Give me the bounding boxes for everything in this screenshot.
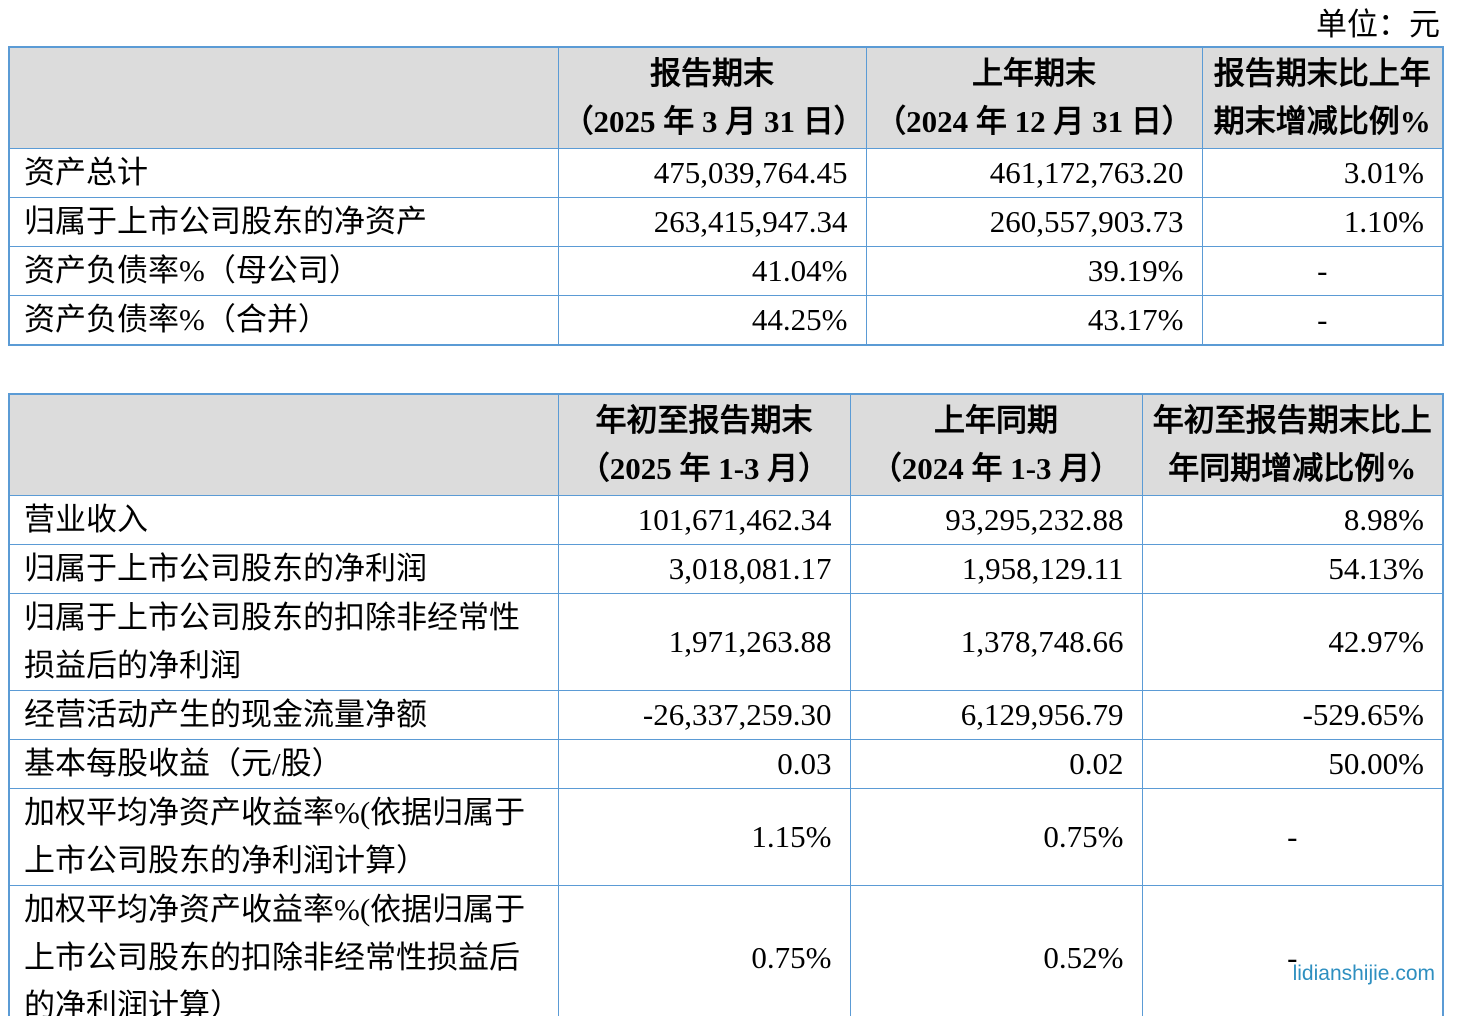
column-header-change-ratio: 报告期末比上年 期末增减比例% xyxy=(1201,46,1444,149)
cell-prior-value: 1,958,129.11 xyxy=(849,544,1143,594)
cell-prior-value: 461,172,763.20 xyxy=(865,148,1203,198)
header-line: 上年同期 xyxy=(934,403,1058,438)
column-header-prior-period: 上年期末 （2024 年 12 月 31 日） xyxy=(865,46,1203,149)
cell-current-value: 1.15% xyxy=(557,788,851,886)
table-row: 资产总计 475,039,764.45 461,172,763.20 3.01% xyxy=(8,148,1444,198)
cell-prior-value: 1,378,748.66 xyxy=(849,593,1143,691)
cell-current-value: 0.03 xyxy=(557,739,851,789)
header-line: 报告期末比上年 xyxy=(1213,56,1431,91)
cell-current-value: 1,971,263.88 xyxy=(557,593,851,691)
row-label: 经营活动产生的现金流量净额 xyxy=(8,690,559,740)
table-header-row: 报告期末 （2025 年 3 月 31 日） 上年期末 （2024 年 12 月… xyxy=(8,46,1444,149)
row-label: 归属于上市公司股东的净资产 xyxy=(8,197,559,247)
table-row: 营业收入 101,671,462.34 93,295,232.88 8.98% xyxy=(8,495,1444,545)
column-header-prior-ytd: 上年同期 （2024 年 1-3 月） xyxy=(849,393,1143,496)
header-line: 年同期增减比例% xyxy=(1168,451,1417,486)
cell-change-value: 42.97% xyxy=(1141,593,1444,691)
cell-change-value: 3.01% xyxy=(1201,148,1444,198)
cell-prior-value: 0.75% xyxy=(849,788,1143,886)
header-line: 上年期末 xyxy=(972,56,1096,91)
unit-label: 单位：元 xyxy=(1316,7,1440,42)
table-row: 加权平均净资产收益率%(依据归属于上市公司股东的净利润计算） 1.15% 0.7… xyxy=(8,788,1444,886)
table-row: 资产负债率%（母公司） 41.04% 39.19% - xyxy=(8,246,1444,296)
cell-prior-value: 6,129,956.79 xyxy=(849,690,1143,740)
cell-change-value: 50.00% xyxy=(1141,739,1444,789)
row-label: 加权平均净资产收益率%(依据归属于上市公司股东的扣除非经常性损益后的净利润计算） xyxy=(8,885,559,1016)
cell-prior-value: 260,557,903.73 xyxy=(865,197,1203,247)
cell-current-value: 44.25% xyxy=(557,295,867,346)
header-line: 期末增减比例% xyxy=(1213,104,1431,139)
header-line: （2024 年 12 月 31 日） xyxy=(875,104,1193,139)
header-line: 报告期末 xyxy=(650,56,774,91)
empty-header-cell xyxy=(8,46,559,149)
table-row: 经营活动产生的现金流量净额 -26,337,259.30 6,129,956.7… xyxy=(8,690,1444,740)
cell-change-value: 54.13% xyxy=(1141,544,1444,594)
table-row: 资产负债率%（合并） 44.25% 43.17% - xyxy=(8,295,1444,346)
column-header-current-ytd: 年初至报告期末 （2025 年 1-3 月） xyxy=(557,393,851,496)
row-label: 基本每股收益（元/股） xyxy=(8,739,559,789)
empty-header-cell xyxy=(8,393,559,496)
cell-prior-value: 0.02 xyxy=(849,739,1143,789)
cell-current-value: 0.75% xyxy=(557,885,851,1016)
cell-change-value: - xyxy=(1201,295,1444,346)
column-header-current-period: 报告期末 （2025 年 3 月 31 日） xyxy=(557,46,867,149)
column-header-change-ratio: 年初至报告期末比上 年同期增减比例% xyxy=(1141,393,1444,496)
cell-current-value: 41.04% xyxy=(557,246,867,296)
cell-prior-value: 93,295,232.88 xyxy=(849,495,1143,545)
cell-current-value: 3,018,081.17 xyxy=(557,544,851,594)
cell-change-value: - xyxy=(1201,246,1444,296)
site-watermark: lidianshijie.com xyxy=(1292,962,1435,985)
period-end-summary-table: 报告期末 （2025 年 3 月 31 日） 上年期末 （2024 年 12 月… xyxy=(8,46,1444,346)
table-row: 归属于上市公司股东的净利润 3,018,081.17 1,958,129.11 … xyxy=(8,544,1444,594)
row-label: 资产负债率%（母公司） xyxy=(8,246,559,296)
table-row: 归属于上市公司股东的扣除非经常性损益后的净利润 1,971,263.88 1,3… xyxy=(8,593,1444,691)
cell-current-value: 263,415,947.34 xyxy=(557,197,867,247)
table-row: 加权平均净资产收益率%(依据归属于上市公司股东的扣除非经常性损益后的净利润计算）… xyxy=(8,885,1444,1016)
table-row: 归属于上市公司股东的净资产 263,415,947.34 260,557,903… xyxy=(8,197,1444,247)
cell-change-value: -529.65% xyxy=(1141,690,1444,740)
cell-change-value: 8.98% xyxy=(1141,495,1444,545)
cell-change-value: - xyxy=(1141,788,1444,886)
cell-current-value: 475,039,764.45 xyxy=(557,148,867,198)
row-label: 资产负债率%（合并） xyxy=(8,295,559,346)
cell-prior-value: 39.19% xyxy=(865,246,1203,296)
table-header-row: 年初至报告期末 （2025 年 1-3 月） 上年同期 （2024 年 1-3 … xyxy=(8,393,1444,496)
row-label: 加权平均净资产收益率%(依据归属于上市公司股东的净利润计算） xyxy=(8,788,559,886)
header-line: （2025 年 3 月 31 日） xyxy=(562,104,865,139)
row-label: 营业收入 xyxy=(8,495,559,545)
header-line: （2024 年 1-3 月） xyxy=(870,451,1122,486)
row-label: 归属于上市公司股东的扣除非经常性损益后的净利润 xyxy=(8,593,559,691)
cell-change-value: - xyxy=(1141,885,1444,1016)
cell-change-value: 1.10% xyxy=(1201,197,1444,247)
header-line: 年初至报告期末比上 xyxy=(1152,403,1432,438)
cell-current-value: 101,671,462.34 xyxy=(557,495,851,545)
row-label: 资产总计 xyxy=(8,148,559,198)
table-row: 基本每股收益（元/股） 0.03 0.02 50.00% xyxy=(8,739,1444,789)
cell-prior-value: 43.17% xyxy=(865,295,1203,346)
row-label: 归属于上市公司股东的净利润 xyxy=(8,544,559,594)
header-line: 年初至报告期末 xyxy=(595,403,813,438)
ytd-summary-table: 年初至报告期末 （2025 年 1-3 月） 上年同期 （2024 年 1-3 … xyxy=(8,393,1444,1016)
cell-prior-value: 0.52% xyxy=(849,885,1143,1016)
header-line: （2025 年 1-3 月） xyxy=(578,451,830,486)
cell-current-value: -26,337,259.30 xyxy=(557,690,851,740)
